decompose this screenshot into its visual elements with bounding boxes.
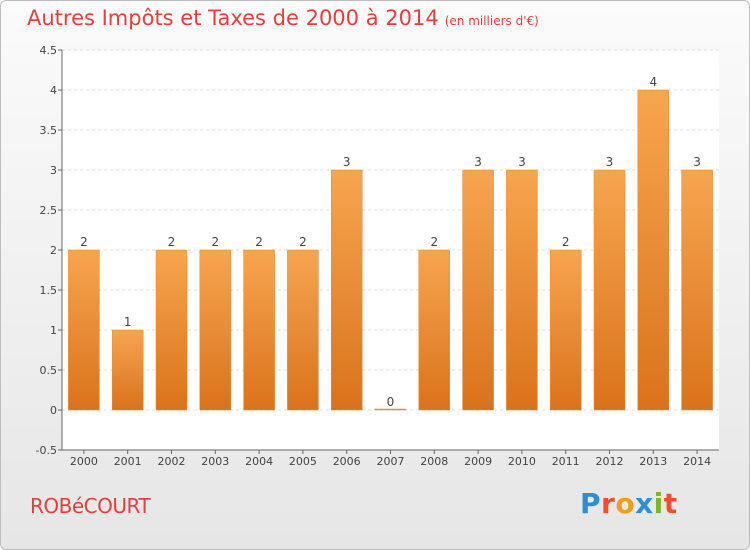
data-label-2006: 3 [343, 155, 351, 169]
data-label-2002: 2 [168, 235, 176, 249]
x-tick-label-2012: 2012 [596, 455, 624, 468]
y-tick-label: 2.5 [40, 204, 58, 217]
bar-2006 [330, 169, 363, 411]
x-tick-label-2004: 2004 [245, 455, 273, 468]
chart-unit: (en milliers d'€) [444, 14, 539, 28]
bar-2000 [68, 249, 100, 411]
data-label-2014: 3 [693, 155, 701, 169]
data-label-2008: 2 [430, 235, 438, 249]
proxiti-logo: Proxit [580, 487, 678, 520]
bar-2007 [374, 408, 407, 411]
data-label-2004: 2 [255, 235, 263, 249]
y-tick-label: 3.5 [40, 124, 58, 137]
bar-2008 [418, 249, 451, 411]
x-tick-label-2001: 2001 [114, 455, 142, 468]
data-label-2003: 2 [211, 235, 219, 249]
bar-2013 [637, 89, 670, 411]
data-label-2000: 2 [80, 235, 88, 249]
y-tick-label: 4 [50, 84, 57, 97]
x-tick-label-2011: 2011 [552, 455, 580, 468]
bar-2012 [593, 169, 626, 411]
data-label-2012: 3 [606, 155, 614, 169]
bar-2009 [462, 169, 494, 411]
y-tick-label: 3 [50, 164, 57, 177]
x-tick-label-2010: 2010 [508, 455, 536, 468]
chart-title-text: Autres Impôts et Taxes de 2000 à 2014 [27, 6, 439, 30]
y-tick-label: 2 [50, 244, 57, 257]
x-tick-label-2007: 2007 [377, 455, 405, 468]
x-tick-label-2000: 2000 [70, 455, 98, 468]
data-label-2010: 3 [518, 155, 526, 169]
data-label-2005: 2 [299, 235, 307, 249]
data-label-2007: 0 [387, 395, 395, 409]
x-tick-label-2009: 2009 [464, 455, 492, 468]
bar-2014 [681, 169, 713, 411]
bar-2003 [199, 249, 232, 411]
y-tick-label: 1 [50, 324, 57, 337]
bar-2011 [549, 249, 582, 411]
y-tick-label: -0.5 [36, 444, 57, 457]
chart-title: Autres Impôts et Taxes de 2000 à 2014 (en… [27, 6, 539, 30]
x-tick-label-2014: 2014 [683, 455, 711, 468]
bar-2002 [155, 249, 188, 411]
bar-2004 [243, 249, 275, 411]
data-label-2001: 1 [124, 315, 132, 329]
y-tick-label: 0.5 [40, 364, 58, 377]
x-tick-label-2003: 2003 [201, 455, 229, 468]
x-tick-label-2006: 2006 [333, 455, 361, 468]
x-tick-label-2005: 2005 [289, 455, 317, 468]
x-tick-label-2002: 2002 [158, 455, 186, 468]
bar-2010 [506, 169, 538, 411]
bar-2001 [111, 329, 144, 411]
data-label-2013: 4 [649, 75, 657, 89]
x-tick-label-2013: 2013 [639, 455, 667, 468]
bar-2005 [287, 249, 319, 411]
x-tick-label-2008: 2008 [420, 455, 448, 468]
y-tick-label: 4.5 [40, 44, 58, 57]
y-tick-label: 1.5 [40, 284, 58, 297]
place-name: ROBéCOURT [30, 494, 151, 518]
data-label-2009: 3 [474, 155, 482, 169]
y-tick-label: 0 [50, 404, 57, 417]
data-label-2011: 2 [562, 235, 570, 249]
